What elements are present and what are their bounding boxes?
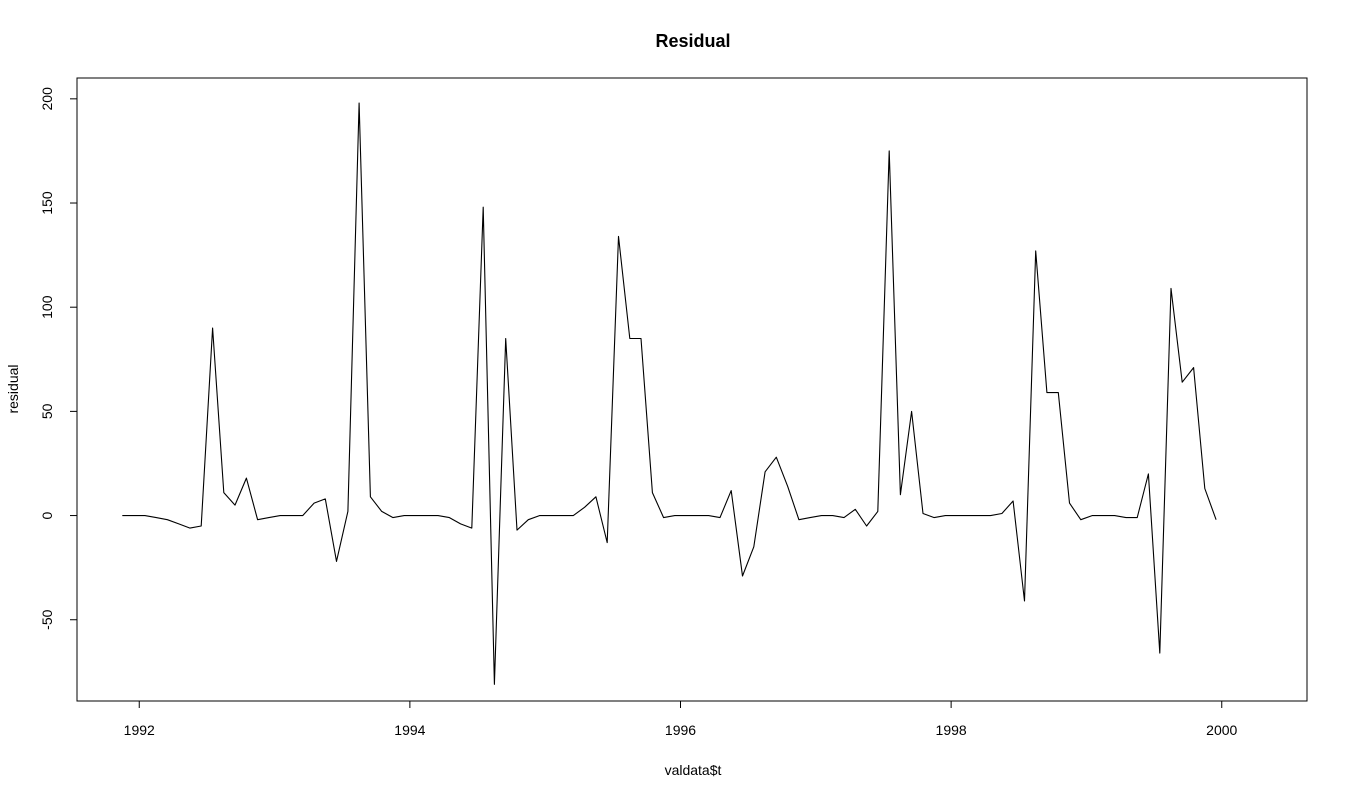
y-tick-label: 200 [39, 87, 55, 111]
x-axis-label: valdata$t [665, 762, 722, 778]
y-axis-label: residual [5, 364, 21, 413]
chart-title: Residual [655, 31, 730, 51]
x-tick-label: 1992 [124, 722, 155, 738]
y-tick-label: -50 [39, 609, 55, 629]
y-axis: -50 0 50 100 150 200 [39, 87, 78, 630]
y-tick-label: 150 [39, 191, 55, 215]
x-axis: 1992 1994 1996 1998 2000 [124, 700, 1238, 738]
series-layer [122, 102, 1217, 685]
residual-series-line [122, 102, 1217, 685]
y-tick-label: 50 [39, 403, 55, 419]
x-tick-label: 2000 [1206, 722, 1237, 738]
x-tick-label: 1998 [936, 722, 967, 738]
x-tick-label: 1994 [394, 722, 425, 738]
plot-frame [76, 77, 1308, 702]
y-tick-label: 100 [39, 295, 55, 319]
y-tick-label: 0 [39, 511, 55, 519]
x-tick-label: 1996 [665, 722, 696, 738]
